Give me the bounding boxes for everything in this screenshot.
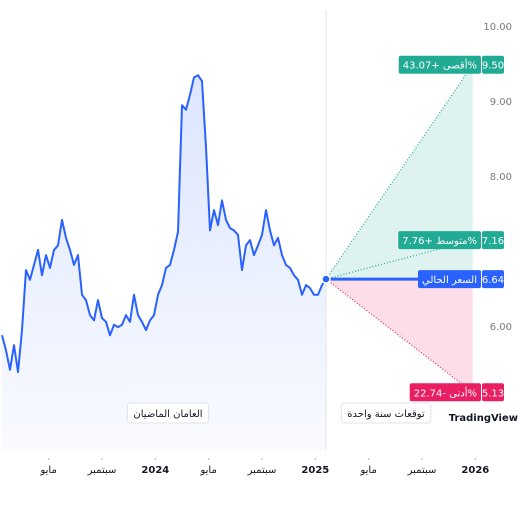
x-tick-label: مايو (199, 465, 216, 476)
price-box (482, 231, 504, 250)
period-label: توقعات سنة واحدة (340, 402, 432, 424)
forecast-tag: 6.64 السعر الحالي (418, 270, 504, 289)
forecast-tag: 7.16 متوسط +7.76% (398, 231, 504, 250)
x-tick-label: سبتمبر (247, 465, 277, 476)
y-tick-label: 6.00 (490, 322, 512, 333)
tag-label: متوسط +7.76% (402, 236, 477, 247)
forecast-tag: 9.50 أقصى +43.07% (398, 55, 504, 74)
price-label: 6.64 (482, 275, 504, 286)
x-tick-label: 2024 (141, 465, 169, 476)
period-label: العامان الماضيان (126, 402, 210, 424)
text-box (418, 270, 481, 289)
forecast-line (325, 64, 474, 280)
y-tick-label: 9.00 (490, 97, 512, 108)
forecast-up-area (326, 64, 473, 280)
tag-label: السعر الحالي (422, 275, 477, 286)
price-label: 7.16 (482, 236, 504, 247)
watermark: TradingView (449, 413, 518, 424)
period-box (340, 402, 432, 424)
current-point (321, 274, 331, 284)
y-tick-label: 10.00 (483, 22, 512, 33)
period-box (126, 402, 210, 424)
x-tick-label: 2026 (461, 465, 489, 476)
forecast-line (325, 278, 474, 393)
forecast-tag: 5.13 أدنى -22.74% (409, 383, 504, 402)
price-label: 5.13 (482, 388, 504, 399)
x-tick-label: 2025 (301, 465, 329, 476)
text-box (409, 383, 481, 402)
x-tick-label: سبتمبر (407, 465, 437, 476)
period-text: العامان الماضيان (133, 409, 202, 420)
price-line (1, 74, 327, 373)
x-tick-label: مايو (39, 465, 56, 476)
price-box (482, 270, 504, 289)
tag-label: أقصى +43.07% (403, 59, 477, 72)
tag-label: أدنى -22.74% (414, 386, 477, 399)
text-box (398, 231, 481, 250)
price-box (482, 383, 504, 402)
area-fill (2, 75, 326, 450)
text-box (398, 55, 481, 74)
price-label: 9.50 (482, 61, 504, 72)
period-text: توقعات سنة واحدة (347, 409, 425, 420)
x-tick-label: مايو (359, 465, 376, 476)
price-box (482, 55, 504, 74)
y-tick-label: 8.00 (490, 172, 512, 183)
x-tick-label: سبتمبر (87, 465, 117, 476)
